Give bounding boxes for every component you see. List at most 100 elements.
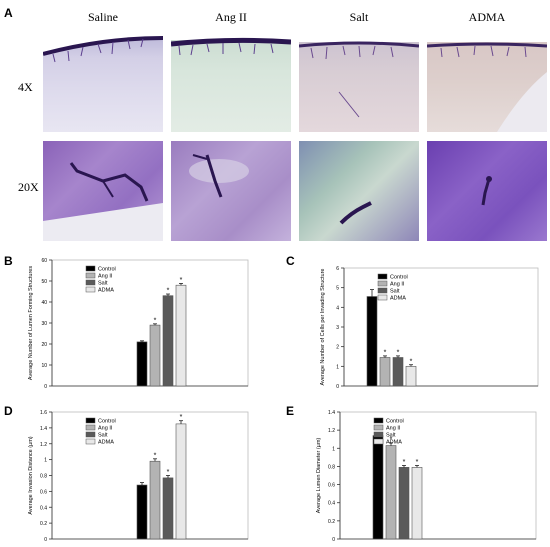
legend-swatch: [85, 431, 96, 438]
panel-letter-c: C: [286, 254, 295, 268]
legend-swatch: [373, 424, 384, 431]
y-tick-label: 0.4: [40, 505, 47, 511]
vessel-edge-drawing: [299, 32, 419, 118]
legend-label: ADMA: [98, 440, 114, 446]
significance-marker: *: [416, 459, 419, 466]
y-tick-label: 3: [336, 325, 339, 331]
bar-adma: [411, 467, 423, 540]
panel-letter-b: B: [4, 254, 13, 268]
bar-ang-ii: [379, 357, 391, 387]
cell-drawing: [189, 154, 249, 198]
legend-label: Salt: [386, 433, 396, 439]
column-label-adma: ADMA: [468, 10, 506, 24]
legend-swatch: [373, 438, 384, 445]
micrograph-4x-ang-ii: [171, 32, 291, 132]
bar-control: [366, 296, 378, 387]
legend-swatch: [85, 417, 96, 424]
bar-salt: [398, 467, 410, 540]
y-tick-label: 0: [44, 537, 47, 543]
y-tick-label: 0: [332, 537, 335, 543]
bar-chart-b: 0 10 20 30 40 50 60 Average Number of Lumen For…: [28, 258, 249, 390]
bar-control: [372, 435, 384, 540]
y-tick-label: 20: [41, 342, 47, 348]
micrograph-20x-saline: [43, 141, 163, 241]
y-tick-label: 4: [336, 305, 339, 311]
bar-ang-ii: [385, 445, 397, 540]
vessel-edge-drawing: [427, 32, 547, 132]
legend-swatch: [85, 265, 96, 272]
micrograph-4x-saline: [43, 32, 163, 132]
micrograph-20x-adma: [427, 141, 547, 241]
legend-label: Control: [98, 267, 116, 273]
y-tick-label: 0.2: [328, 519, 335, 525]
y-tick-label: 1: [44, 458, 47, 464]
significance-marker: *: [180, 414, 183, 421]
legend-swatch: [377, 280, 388, 287]
y-tick-label: 2: [336, 345, 339, 351]
legend-swatch: [85, 286, 96, 293]
y-tick-label: 1.4: [40, 426, 47, 432]
y-tick-label: 6: [336, 266, 339, 272]
bar-control: [136, 341, 148, 387]
significance-marker: *: [410, 358, 413, 365]
row-label-4x: 4X: [18, 80, 33, 94]
column-label-saline: Saline: [88, 10, 118, 24]
plot-frame: [339, 411, 537, 540]
column-label-ang-ii: Ang II: [215, 10, 247, 24]
legend-label: Ang II: [390, 282, 405, 288]
legend-label: Ang II: [98, 274, 113, 280]
legend-label: ADMA: [390, 296, 406, 302]
micrograph-20x-ang-ii: [171, 141, 291, 241]
bar-ang-ii: [149, 460, 161, 540]
legend-swatch: [377, 273, 388, 280]
y-tick-label: 0.6: [328, 483, 335, 489]
significance-marker: *: [167, 288, 170, 295]
y-axis-label: Average Number of Cells per Invading Str…: [320, 269, 326, 386]
cell-drawing: [481, 176, 492, 206]
legend-label: Control: [98, 419, 116, 425]
micrograph-20x-salt: [299, 141, 419, 241]
y-tick-label: 1.6: [40, 410, 47, 416]
legend-label: Ang II: [386, 426, 401, 432]
legend-label: Salt: [98, 281, 108, 287]
y-tick-label: 5: [336, 286, 339, 292]
y-tick-label: 0.4: [328, 501, 335, 507]
cell-drawing: [339, 201, 372, 225]
legend-swatch: [373, 417, 384, 424]
bar-adma: [175, 284, 187, 387]
y-tick-label: 40: [41, 300, 47, 306]
legend-swatch: [373, 431, 384, 438]
significance-marker: *: [390, 436, 393, 443]
legend-swatch: [377, 287, 388, 294]
y-tick-label: 0.2: [40, 521, 47, 527]
significance-marker: *: [384, 349, 387, 356]
y-tick-label: 0: [336, 384, 339, 390]
y-tick-label: 1.2: [40, 442, 47, 448]
y-tick-label: 0: [44, 384, 47, 390]
legend-swatch: [377, 294, 388, 301]
bar-salt: [162, 295, 174, 387]
legend-label: Control: [390, 275, 408, 281]
legend-swatch: [85, 438, 96, 445]
bar-chart-e: 0 0.2 0.4 0.6 0.8 1 1.2 1.4 Average Lumen Diamet…: [316, 410, 537, 543]
legend-label: Salt: [98, 433, 108, 439]
y-tick-label: 1: [332, 446, 335, 452]
row-label-20x: 20X: [18, 180, 39, 194]
y-tick-label: 1.2: [328, 428, 335, 434]
bar-adma: [405, 366, 417, 387]
y-tick-label: 1: [336, 364, 339, 370]
significance-marker: *: [167, 469, 170, 476]
y-tick-label: 1.4: [328, 410, 335, 416]
micrograph-4x-adma: [427, 32, 547, 132]
y-tick-label: 0.8: [40, 474, 47, 480]
legend-label: ADMA: [386, 440, 402, 446]
legend-label: Ang II: [98, 426, 113, 432]
bar-chart-d: 0 0.2 0.4 0.6 0.8 1 1.2 1.4 1.6 Average Invasion …: [28, 410, 249, 543]
legend-label: Salt: [390, 289, 400, 295]
y-tick-label: 0.6: [40, 489, 47, 495]
y-tick-label: 30: [41, 321, 47, 327]
bar-control: [136, 484, 148, 540]
legend-label: ADMA: [98, 288, 114, 294]
cell-drawing: [43, 162, 163, 241]
significance-marker: *: [154, 317, 157, 324]
